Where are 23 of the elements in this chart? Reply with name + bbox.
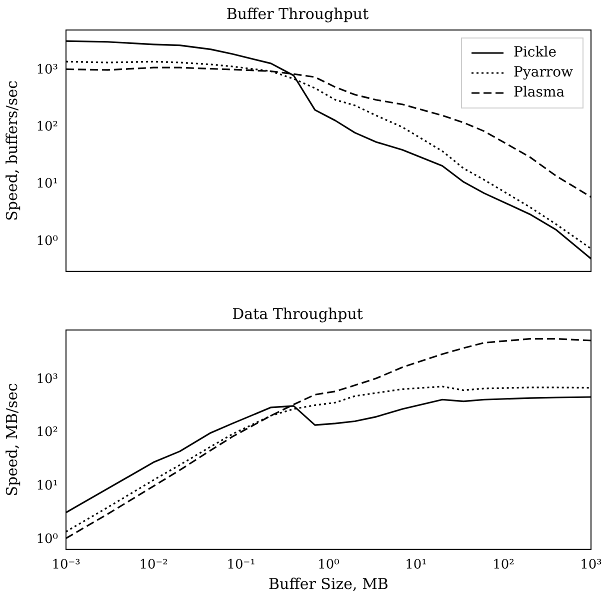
- x-tick-label: 10²: [492, 558, 514, 573]
- x-tick-label: 10³: [580, 558, 602, 573]
- x-axis-title: Buffer Size, MB: [268, 574, 388, 593]
- y-tick-label: 10²: [36, 120, 58, 135]
- legend-label: Plasma: [514, 84, 565, 101]
- y-tick-label: 10⁰: [36, 234, 58, 249]
- y-tick-label: 10⁰: [36, 532, 58, 547]
- x-tick-label: 10⁰: [318, 558, 340, 573]
- chart-title: Buffer Throughput: [226, 4, 369, 23]
- x-tick-label: 10⁻³: [52, 558, 80, 573]
- x-tick-label: 10⁻¹: [226, 558, 256, 573]
- chart-title: Data Throughput: [232, 304, 363, 323]
- x-tick-label: 10⁻²: [139, 558, 168, 573]
- y-axis-title: Speed, buffers/sec: [2, 80, 21, 221]
- y-tick-label: 10¹: [36, 176, 58, 192]
- y-tick-label: 10³: [36, 62, 58, 78]
- y-tick-label: 10¹: [36, 478, 58, 494]
- y-tick-label: 10³: [36, 372, 58, 387]
- x-tick-label: 10¹: [405, 558, 427, 573]
- legend-label: Pyarrow: [514, 64, 574, 81]
- legend-label: Pickle: [514, 44, 557, 61]
- y-tick-label: 10²: [36, 425, 58, 440]
- y-axis-title: Speed, MB/sec: [2, 383, 21, 496]
